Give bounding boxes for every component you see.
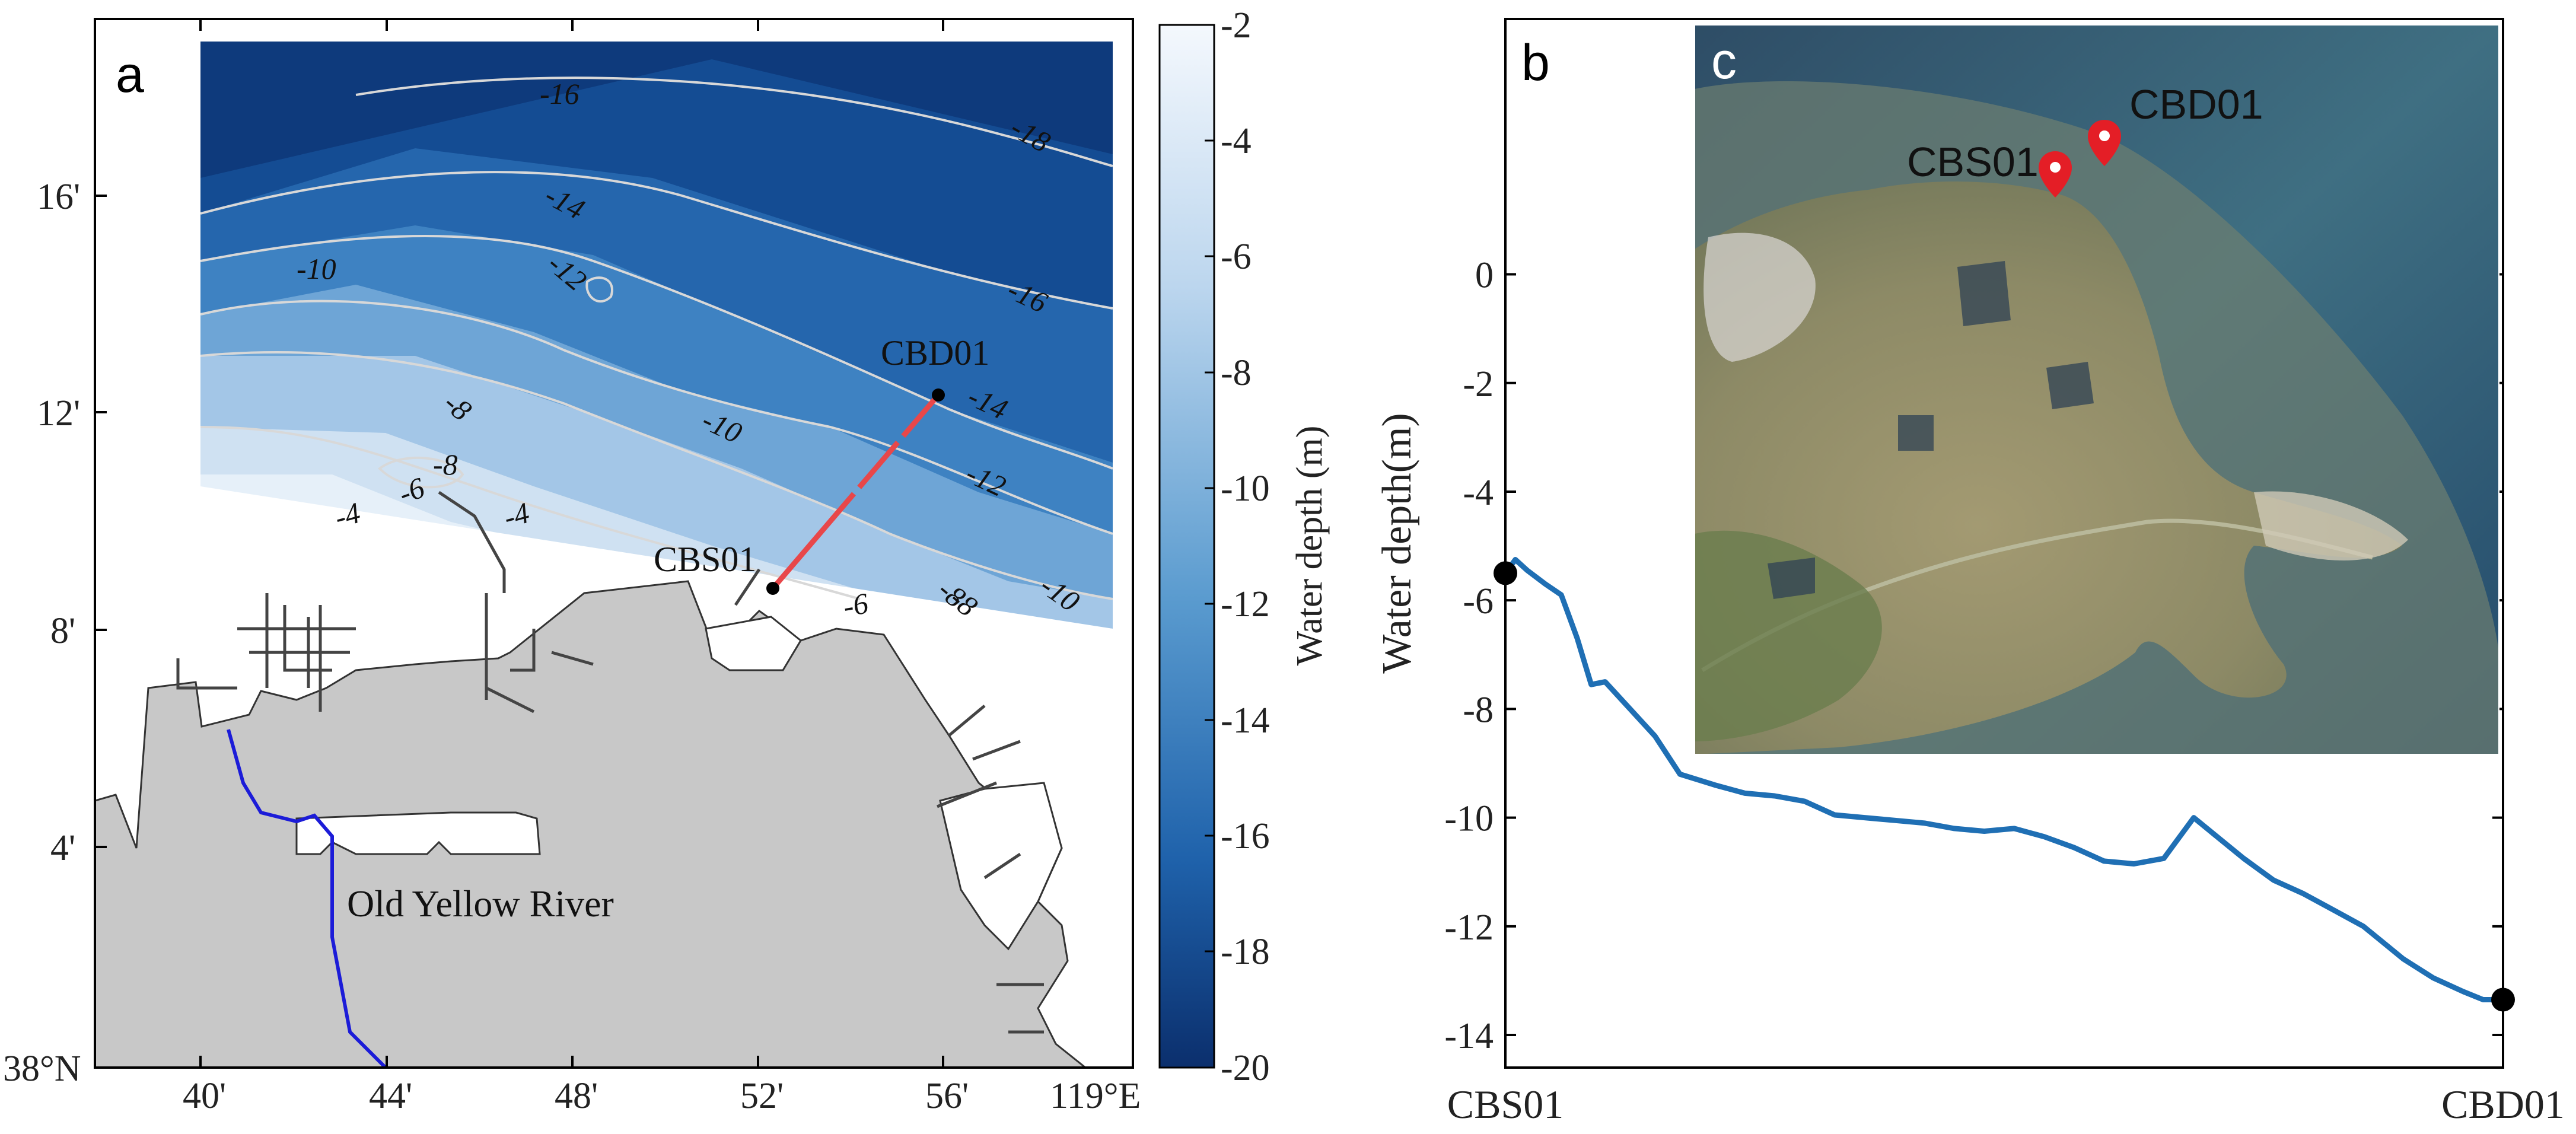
colorbar: -2 -4 -6 -8 -10 -12 -14 -16 -18 -20 Wate… <box>1158 5 1330 1088</box>
canal <box>510 629 536 672</box>
satellite-frame <box>1694 24 2499 755</box>
map-frame <box>94 18 1134 1069</box>
profile-end-label: CBD01 <box>2441 1082 2565 1127</box>
contour-line <box>200 426 861 600</box>
y-tick-label: -2 <box>1463 364 1494 404</box>
station-marker-cbs01 <box>766 582 779 595</box>
contour-line <box>200 235 1113 470</box>
sat-label-cbd01: CBD01 <box>2129 81 2263 128</box>
canal <box>551 651 594 666</box>
lat-origin-label: 38°N <box>3 1049 81 1089</box>
canal <box>983 852 1021 880</box>
contour-line <box>377 456 464 489</box>
profile-line <box>1503 557 2503 1002</box>
y-tick-label: -12 <box>1444 907 1494 948</box>
colorbar-tick-label: -18 <box>1221 932 1270 972</box>
contour-line <box>200 300 1113 535</box>
old-yellow-river <box>227 729 387 1068</box>
y-tick-label: -10 <box>1444 799 1494 839</box>
y-tick-label: 0 <box>1475 256 1494 296</box>
canal <box>283 605 332 672</box>
canals <box>176 490 1044 1034</box>
panel-a: -16 -18 -14 -12 -10 -16 -14 -12 -8 -10 -… <box>3 5 1330 1116</box>
lat-tick-label: 16' <box>37 177 80 217</box>
lon-tick-label: 52' <box>740 1076 784 1116</box>
colorbar-title: Water depth (m) <box>1289 426 1330 666</box>
colorbar-tick-label: -20 <box>1221 1048 1270 1088</box>
station-label-cbd01: CBD01 <box>881 333 989 372</box>
panel-letter-c: c <box>1711 33 1737 90</box>
canal <box>972 740 1021 761</box>
canal <box>438 490 506 593</box>
sat-label-cbs01: CBS01 <box>1907 139 2039 185</box>
profile-ylabel: Water depth(m) <box>1374 413 1420 673</box>
satellite-image <box>1695 25 2499 754</box>
transect-line <box>770 393 941 590</box>
land <box>95 490 1087 1068</box>
canal <box>937 781 997 808</box>
map-pin-dot <box>2050 162 2061 173</box>
contour-line <box>585 276 613 303</box>
colorbar-ramp <box>1158 24 1215 1069</box>
contour-lines <box>200 77 1113 600</box>
panel-letter-a: a <box>116 46 144 103</box>
colorbar-tick-label: -12 <box>1221 584 1270 625</box>
contour-line <box>200 171 1113 310</box>
profile-marker-cbs01 <box>1494 561 1517 585</box>
map-ticks <box>95 19 944 1068</box>
contour-label: -10 <box>297 252 336 285</box>
map-area: -16 -18 -14 -12 -10 -16 -14 -12 -8 -10 -… <box>95 19 1133 1068</box>
map-pin-icon <box>2088 120 2121 166</box>
lat-tick-label: 8' <box>50 611 75 651</box>
transect <box>766 388 945 595</box>
land-notch <box>705 616 802 671</box>
lat-tick-label: 12' <box>37 393 80 434</box>
sat-delta-lobe <box>2254 491 2408 560</box>
sat-ponds <box>1768 261 2094 599</box>
sat-marker-cbd01 <box>2088 120 2121 166</box>
lon-tick-label: 56' <box>925 1076 969 1116</box>
profile-marker-cbd01 <box>2491 988 2515 1012</box>
colorbar-tick-label: -16 <box>1221 816 1270 856</box>
colorbar-tick-label: -8 <box>1221 353 1252 393</box>
y-tick-label: -4 <box>1463 473 1494 513</box>
sat-marker-cbs01 <box>2039 151 2072 198</box>
colorbar-tick-label: -6 <box>1221 237 1252 277</box>
lon-tick-label: 40' <box>183 1076 226 1116</box>
station-label-cbs01: CBS01 <box>654 540 756 579</box>
colorbar-tick-label: -2 <box>1221 5 1252 46</box>
y-tick-label: -6 <box>1463 581 1494 622</box>
panel-c: CBD01 CBS01 c <box>1694 24 2499 755</box>
map-pin-icon <box>2039 151 2072 198</box>
lat-tick-label: 4' <box>50 828 75 868</box>
contour-line <box>355 77 1113 167</box>
contour-label: -8 <box>433 448 458 481</box>
contour-label: -6 <box>840 586 871 623</box>
lon-tick-label: 44' <box>369 1076 412 1116</box>
colorbar-tick-label: -4 <box>1221 121 1252 161</box>
colorbar-tick-label: -10 <box>1221 469 1270 509</box>
panel-letter-b: b <box>1521 34 1550 91</box>
river-label: Old Yellow River <box>347 883 614 925</box>
lon-tick-label: 48' <box>555 1076 598 1116</box>
sat-wetland <box>1695 530 1882 741</box>
station-marker-cbd01 <box>932 388 945 402</box>
colorbar-ticks <box>1205 24 1214 1069</box>
canal <box>734 568 761 606</box>
lon-end-label: 119°E <box>1050 1076 1141 1116</box>
y-tick-label: -8 <box>1463 690 1494 730</box>
sat-saltpans <box>1703 232 1816 362</box>
map-pin-dot <box>2099 130 2110 141</box>
contour-label: -16 <box>540 77 579 110</box>
colorbar-tick-label: -14 <box>1221 700 1270 741</box>
canal <box>176 658 237 690</box>
land-notch <box>295 811 541 855</box>
canal <box>485 686 535 713</box>
contour-line <box>200 351 1113 600</box>
profile-start-label: CBS01 <box>1447 1082 1564 1127</box>
canal <box>948 705 986 737</box>
y-tick-label: -14 <box>1444 1016 1494 1056</box>
